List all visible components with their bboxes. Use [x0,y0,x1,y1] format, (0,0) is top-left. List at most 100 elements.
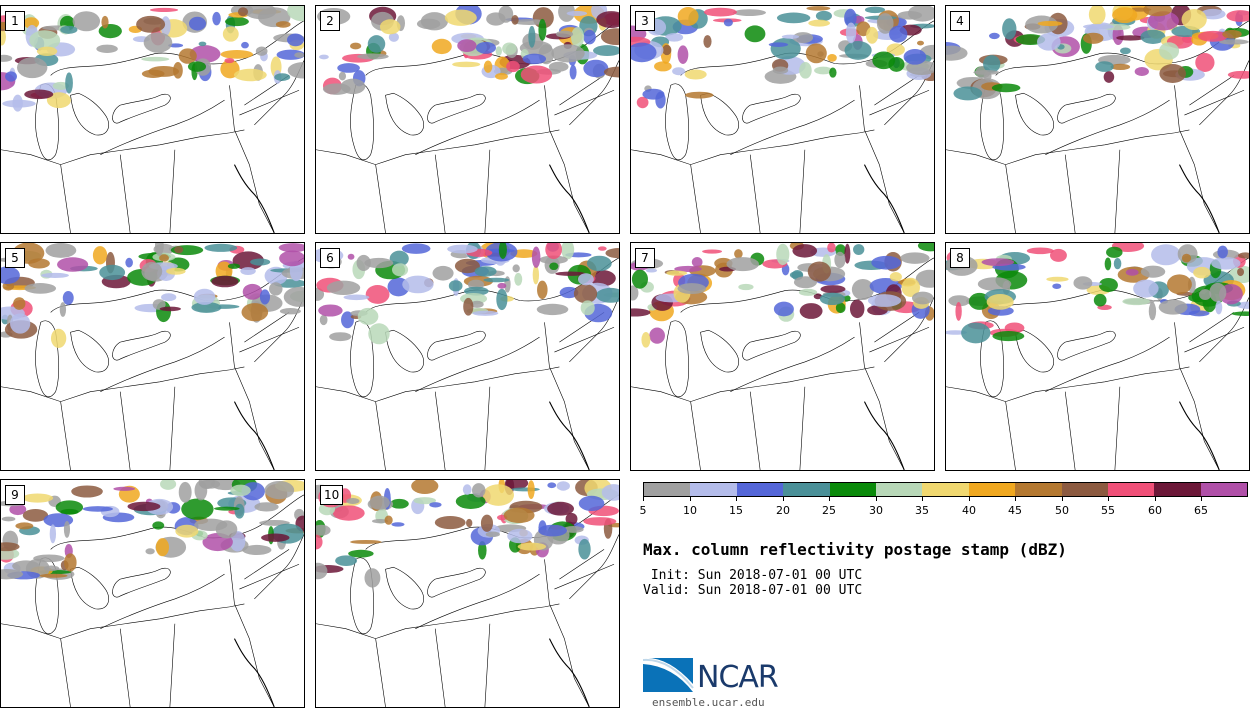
reflectivity-cell [13,297,26,310]
reflectivity-cell [917,40,924,46]
reflectivity-cell [1227,70,1249,79]
chart-title: Max. column reflectivity postage stamp (… [643,540,1067,559]
reflectivity-cell [1,542,20,552]
reflectivity-cell [152,521,165,530]
panel-label: 10 [320,485,344,505]
reflectivity-cell [1211,256,1241,270]
reflectivity-cell [287,33,304,47]
reflectivity-cell [703,35,712,48]
panel-label: 7 [635,248,655,268]
reflectivity-cell [829,67,837,78]
reflectivity-cell [101,15,109,29]
reflectivity-cell [558,6,575,22]
reflectivity-cell [849,299,865,319]
colorbar-tick [922,497,923,501]
reflectivity-cell [471,483,486,498]
reflectivity-cell [241,303,269,322]
reflectivity-cell [511,15,519,25]
reflectivity-cell [318,304,343,317]
reflectivity-cell [12,94,23,112]
reflectivity-cell [369,495,390,510]
reflectivity-cell [583,517,617,526]
ncar-logo-icon [643,657,694,692]
reflectivity-cell [64,553,77,572]
colorbar-segment [829,483,876,496]
reflectivity-cell [143,32,173,53]
reflectivity-field [316,243,619,345]
reflectivity-cell [350,539,382,544]
reflectivity-cell [1151,244,1181,266]
reflectivity-cell [1188,310,1210,317]
reflectivity-cell [799,62,812,79]
reflectivity-cell [600,28,619,46]
reflectivity-cell [547,482,557,489]
reflectivity-cell [364,257,394,269]
reflectivity-cell [483,277,510,283]
reflectivity-cell [174,246,184,254]
reflectivity-cell [357,53,389,60]
reflectivity-cell [23,17,40,29]
reflectivity-cell [820,285,846,294]
reflectivity-cell [45,243,77,258]
reflectivity-cell [1181,8,1207,30]
reflectivity-cell [194,518,228,531]
reflectivity-cell [1200,8,1226,20]
reflectivity-cell [578,495,605,512]
reflectivity-cell [178,48,197,64]
reflectivity-cell [1052,283,1062,289]
colorbar-tick [643,497,644,501]
panel-label: 4 [950,11,970,31]
reflectivity-cell [726,257,760,272]
reflectivity-cell [645,268,658,273]
reflectivity-cell [1218,39,1249,45]
reflectivity-cell [1,28,6,46]
reflectivity-cell [733,9,767,17]
reflectivity-cell [478,541,487,560]
reflectivity-cell [212,11,221,26]
basemap [631,243,934,470]
reflectivity-cell [455,493,486,509]
reflectivity-cell [322,83,351,95]
reflectivity-cell [702,249,722,254]
basemap [316,6,619,233]
reflectivity-cell [15,522,34,530]
reflectivity-cell [65,72,73,94]
reflectivity-cell [204,243,238,252]
reflectivity-cell [24,89,54,100]
reflectivity-cell [781,34,800,39]
reflectivity-cell [244,6,277,20]
reflectivity-cell [279,308,301,315]
colorbar-segment [875,483,923,496]
reflectivity-cell [512,264,520,273]
reflectivity-cell [631,42,657,63]
reflectivity-cell [1073,276,1093,290]
reflectivity-cell [379,19,401,35]
reflectivity-cell [992,331,1025,342]
reflectivity-cell [1237,267,1245,277]
reflectivity-cell [527,480,535,500]
reflectivity-cell [389,498,409,509]
reflectivity-cell [338,71,347,81]
colorbar-tick [783,497,784,501]
basemap [1,243,304,470]
reflectivity-cell [1167,274,1192,295]
reflectivity-cell [886,43,905,56]
reflectivity-cell [224,57,235,64]
reflectivity-cell [522,53,547,65]
reflectivity-cell [16,57,48,79]
reflectivity-cell [264,480,295,500]
reflectivity-cell [198,480,215,490]
reflectivity-cell [547,501,574,516]
reflectivity-cell [911,291,934,305]
basemap [1,480,304,707]
reflectivity-cell [977,277,1012,291]
reflectivity-field [946,6,1249,101]
reflectivity-cell [141,69,165,78]
reflectivity-cell [827,243,836,253]
reflectivity-cell [1,54,13,62]
reflectivity-cell [1215,300,1223,315]
reflectivity-cell [835,302,846,314]
reflectivity-cell [1140,29,1166,44]
reflectivity-cell [601,484,619,501]
reflectivity-cell [1217,245,1228,259]
